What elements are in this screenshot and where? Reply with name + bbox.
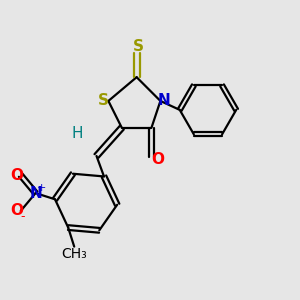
Text: -: -	[21, 210, 25, 224]
Text: O: O	[152, 152, 164, 167]
Text: S: S	[98, 94, 109, 109]
Text: H: H	[71, 126, 83, 141]
Text: N: N	[158, 94, 170, 109]
Text: O: O	[11, 203, 24, 218]
Text: N: N	[29, 186, 42, 201]
Text: O: O	[11, 168, 24, 183]
Text: +: +	[37, 183, 46, 193]
Text: CH₃: CH₃	[61, 247, 87, 261]
Text: S: S	[133, 39, 144, 54]
